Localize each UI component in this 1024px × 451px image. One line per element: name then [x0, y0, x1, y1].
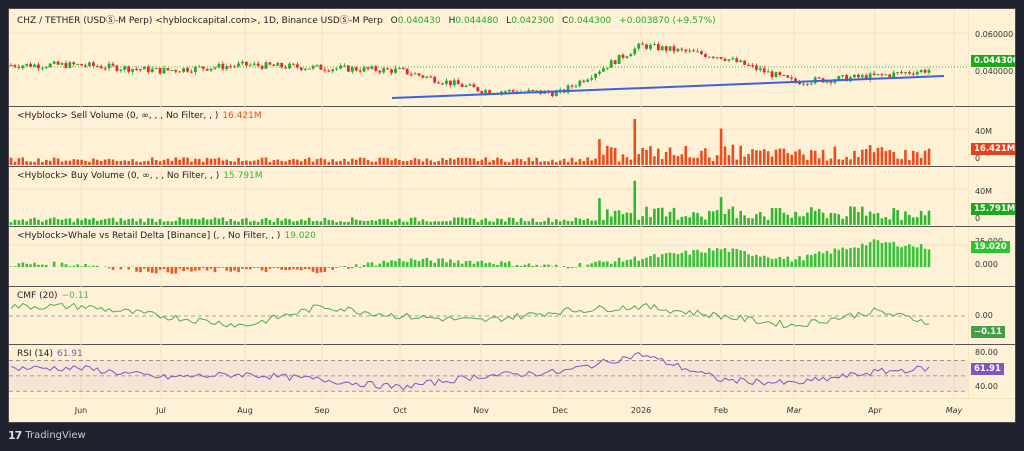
rsi-pane[interactable]: RSI (14) 61.91 80.00 40.00 61.91	[9, 345, 1015, 399]
last-price-badge: 0.044300	[971, 55, 1015, 67]
buy-volume-bars	[9, 167, 968, 227]
cmf-line	[9, 287, 968, 345]
rsi-scale[interactable]: 80.00 40.00 61.91	[968, 345, 1015, 398]
high-value: 0.044480	[455, 16, 499, 26]
whale-delta-value: 19.020	[284, 231, 316, 241]
time-label: Mar	[786, 406, 802, 415]
whale-delta-bars	[9, 227, 968, 287]
buy-volume-legend: <Hyblock> Buy Volume (0, ∞, , , No Filte…	[17, 171, 263, 181]
price-scale[interactable]: 0.060000 0.040000 0.044300	[968, 9, 1015, 106]
time-label: Jun	[74, 406, 88, 415]
tradingview-logo-icon: 17	[8, 429, 22, 442]
rsi-line	[9, 345, 968, 399]
sell-volume-bars	[9, 107, 968, 167]
rsi-value: 61.91	[56, 349, 83, 359]
buy-volume-badge: 15.791M	[971, 203, 1015, 215]
price-legend: CHZ / TETHER (USDⓈ-M Perp) <hyblockcapit…	[17, 16, 716, 26]
close-value: 0.044300	[568, 16, 612, 26]
sell-volume-legend: <Hyblock> Sell Volume (0, ∞, , , No Filt…	[17, 111, 262, 121]
cmf-pane[interactable]: CMF (20) −0.11 0.00 −0.11	[9, 287, 1015, 345]
rsi-legend: RSI (14) 61.91	[17, 349, 83, 359]
buy-volume-pane[interactable]: <Hyblock> Buy Volume (0, ∞, , , No Filte…	[9, 167, 1015, 227]
whale-delta-legend: <Hyblock>Whale vs Retail Delta [Binance]…	[17, 231, 316, 241]
price-pane[interactable]: CHZ / TETHER (USDⓈ-M Perp) <hyblockcapit…	[9, 9, 1015, 107]
time-label: Sep	[314, 406, 330, 415]
brand-name: TradingView	[25, 430, 86, 441]
cmf-value: −0.11	[61, 291, 90, 301]
candlestick-plot[interactable]	[9, 9, 968, 107]
change-value: +0.003870 (+9.57%)	[619, 16, 716, 26]
time-label: Dec	[552, 406, 568, 415]
time-label: Nov	[473, 406, 489, 415]
sell-volume-pane[interactable]: <Hyblock> Sell Volume (0, ∞, , , No Filt…	[9, 107, 1015, 167]
chart-frame[interactable]: CHZ / TETHER (USDⓈ-M Perp) <hyblockcapit…	[8, 8, 1016, 423]
rsi-badge: 61.91	[971, 363, 1004, 375]
whale-delta-scale[interactable]: 25.000 0.000 19.020	[968, 227, 1015, 286]
whale-delta-badge: 19.020	[971, 241, 1010, 253]
sell-volume-value: 16.421M	[222, 111, 262, 121]
symbol-title: CHZ / TETHER (USDⓈ-M Perp) <hyblockcapit…	[17, 16, 383, 26]
cmf-badge: −0.11	[971, 326, 1006, 338]
cmf-legend: CMF (20) −0.11	[17, 291, 90, 301]
buy-volume-scale[interactable]: 40M 0 15.791M	[968, 167, 1015, 226]
time-axis[interactable]: Jun Jul Aug Sep Oct Nov Dec 2026 Feb Mar…	[9, 399, 1015, 422]
time-label: Apr	[868, 406, 882, 415]
footer: 17 TradingView	[8, 429, 86, 442]
buy-volume-value: 15.791M	[223, 171, 263, 181]
sell-volume-badge: 16.421M	[971, 143, 1015, 155]
time-label: Aug	[237, 406, 253, 415]
price-tick: 0.060000	[975, 30, 1014, 39]
low-value: 0.042300	[511, 16, 555, 26]
time-label: Feb	[713, 406, 729, 415]
time-label: May	[945, 406, 963, 415]
whale-delta-pane[interactable]: <Hyblock>Whale vs Retail Delta [Binance]…	[9, 227, 1015, 287]
price-tick: 0.040000	[975, 67, 1014, 76]
time-label: 2026	[630, 406, 652, 415]
cmf-scale[interactable]: 0.00 −0.11	[968, 287, 1015, 344]
time-label: Oct	[393, 406, 407, 415]
time-label: Jul	[156, 406, 166, 415]
sell-volume-scale[interactable]: 40M 0 16.421M	[968, 107, 1015, 166]
open-value: 0.040430	[397, 16, 441, 26]
